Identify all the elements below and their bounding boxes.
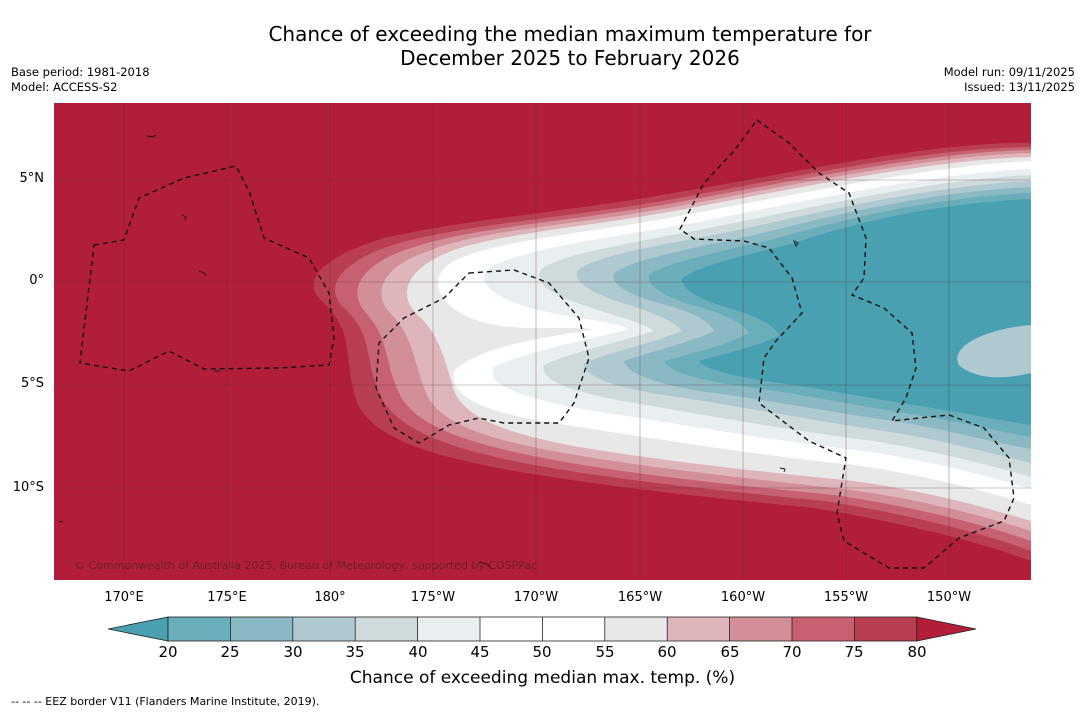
model-info: Base period: 1981-2018 Model: ACCESS-S2 [11, 65, 150, 95]
cbar-tick-20: 20 [158, 643, 178, 661]
lon-tick-160w: 160°W [720, 590, 766, 605]
island-6 [478, 561, 493, 570]
lon-tick-170e: 170°E [104, 590, 144, 605]
cbar-tick-60: 60 [657, 643, 677, 661]
cbar-dividers [167, 616, 918, 642]
map-title: Chance of exceeding the median maximum t… [0, 22, 1085, 70]
island-4 [793, 240, 799, 247]
cbar-tick-35: 35 [345, 643, 365, 661]
islands [58, 134, 799, 570]
copyright-text: © Commonwealth of Australia 2025, Bureau… [74, 559, 538, 572]
lat-tick-0: 0° [29, 273, 44, 288]
island-5 [779, 467, 786, 473]
lat-tick-5n: 5°N [19, 171, 45, 186]
base-period-text: Base period: 1981-2018 [11, 65, 150, 79]
eez-footnote: -- -- -- EEZ border V11 (Flanders Marine… [11, 695, 320, 708]
lon-tick-170w: 170°W [513, 590, 559, 605]
cbar-seg-45-50 [480, 617, 543, 641]
issued-date-text: Issued: 13/11/2025 [964, 80, 1075, 94]
island-8 [58, 520, 64, 523]
colorbar-label: Chance of exceeding median max. temp. (%… [349, 668, 736, 688]
island-2 [181, 214, 187, 221]
cbar-over-arrow [916, 616, 977, 642]
lon-tick-150w: 150°W [926, 590, 972, 605]
island-1 [146, 134, 157, 138]
eez-line-islands [679, 119, 1015, 569]
eez-tuvalu-kiribati-west [79, 165, 335, 372]
eez-borders [79, 119, 1015, 569]
lon-tick-155w: 155°W [823, 590, 869, 605]
lon-tick-175e: 175°E [207, 590, 247, 605]
cbar-seg-55-60 [604, 617, 668, 641]
cbar-seg-50-55 [542, 617, 605, 641]
lat-tick-10s: 10°S [12, 480, 44, 495]
model-run-text: Model run: 09/11/2025 [943, 65, 1075, 79]
cbar-tick-75: 75 [844, 643, 864, 661]
cbar-seg-65-70 [729, 617, 792, 641]
cbar-seg-70-75 [792, 617, 855, 641]
cbar-seg-60-65 [667, 617, 730, 641]
cbar-seg-40-45 [417, 617, 480, 641]
graticule [54, 103, 1031, 580]
run-info: Model run: 09/11/2025 Issued: 13/11/2025 [944, 65, 1075, 95]
model-name-text: Model: ACCESS-S2 [11, 80, 118, 94]
lon-tick-180: 180° [314, 590, 346, 605]
title-line-1: Chance of exceeding the median maximum t… [268, 22, 872, 46]
cbar-tick-40: 40 [408, 643, 428, 661]
island-3 [198, 270, 207, 277]
cbar-tick-30: 30 [283, 643, 303, 661]
colorbar [108, 616, 977, 642]
cbar-seg-35-40 [355, 617, 418, 641]
cbar-tick-70: 70 [782, 643, 802, 661]
cbar-tick-55: 55 [595, 643, 615, 661]
lon-tick-175w: 175°W [410, 590, 456, 605]
cbar-tick-65: 65 [720, 643, 740, 661]
title-line-2: December 2025 to February 2026 [400, 46, 740, 70]
cbar-seg-30-35 [292, 617, 356, 641]
cbar-seg-20-25 [168, 617, 231, 641]
band-east-35 [957, 325, 1031, 378]
band-20 [682, 199, 1031, 425]
cbar-seg-75-80 [854, 617, 917, 641]
cbar-under-arrow [108, 616, 169, 642]
cbar-seg-25-30 [230, 617, 293, 641]
lat-tick-5s: 5°S [20, 376, 44, 391]
cbar-tick-45: 45 [470, 643, 490, 661]
map-canvas [54, 103, 1031, 580]
cbar-tick-25: 25 [220, 643, 240, 661]
lon-tick-165w: 165°W [617, 590, 663, 605]
cbar-tick-80: 80 [907, 643, 927, 661]
cbar-tick-50: 50 [532, 643, 552, 661]
forecast-map: © Commonwealth of Australia 2025, Bureau… [54, 103, 1031, 580]
